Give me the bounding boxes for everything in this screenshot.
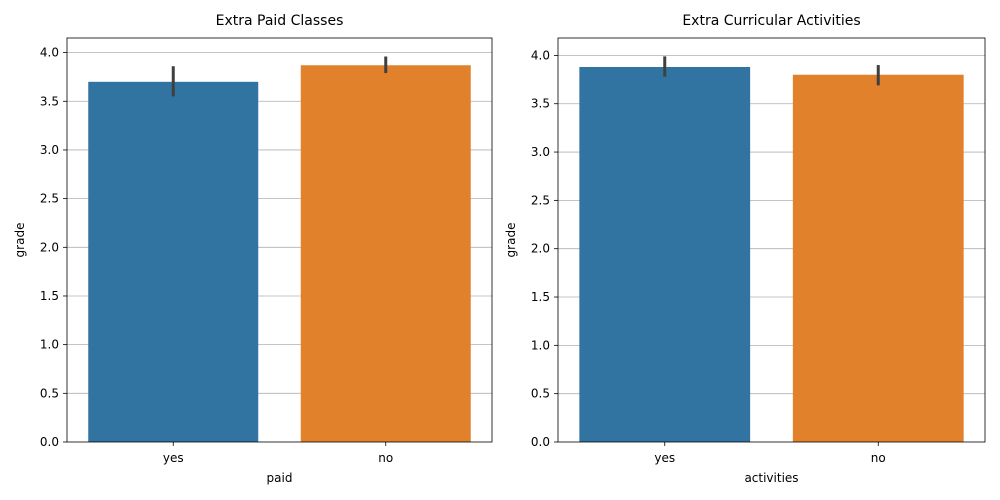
y-tick-label: 4.0 [40, 46, 59, 60]
y-tick-label: 2.5 [40, 192, 59, 206]
y-tick-label: 1.5 [40, 289, 59, 303]
axes-frame [66, 37, 493, 443]
bars-group: 0.0 0.5 1.0 1.5 2.0 2.5 3.0 3.5 4.0 yes no [531, 37, 986, 465]
bar-no [300, 65, 471, 443]
bars-group: 0.0 0.5 1.0 1.5 2.0 2.5 3.0 3.5 4.0 yes no [40, 37, 493, 465]
x-tick-label: yes [163, 451, 184, 465]
y-tick-label: 1.0 [531, 338, 550, 352]
chart-title: Extra Curricular Activities [682, 13, 860, 29]
y-tick-label: 3.0 [531, 145, 550, 159]
chart-extra-curricular-activities: Extra Curricular Activities activities g… [504, 13, 986, 485]
x-tick-label: yes [654, 451, 675, 465]
x-axis-label: activities [744, 471, 798, 485]
y-tick-label: 2.0 [531, 242, 550, 256]
y-tick-label: 3.5 [531, 97, 550, 111]
y-axis-label: grade [504, 223, 518, 258]
chart-title: Extra Paid Classes [216, 13, 344, 29]
y-tick-label: 0.5 [531, 387, 550, 401]
y-tick-label: 0.5 [40, 386, 59, 400]
y-tick-label: 1.0 [40, 338, 59, 352]
chart-extra-paid-classes: Extra Paid Classes paid grade 0.0 0.5 1.0 1… [13, 13, 493, 485]
bar-yes [579, 66, 751, 443]
y-tick-label: 3.0 [40, 143, 59, 157]
x-axis-label: paid [267, 471, 293, 485]
bar-yes [88, 81, 259, 443]
y-tick-label: 2.0 [40, 240, 59, 254]
x-tick-label: no [378, 451, 393, 465]
y-tick-label: 1.5 [531, 290, 550, 304]
y-axis-label: grade [13, 223, 27, 258]
axes-frame [557, 37, 986, 443]
y-tick-label: 3.5 [40, 94, 59, 108]
x-tick-label: no [871, 451, 886, 465]
y-tick-label: 4.0 [531, 48, 550, 62]
y-tick-label: 0.0 [40, 435, 59, 449]
y-tick-label: 0.0 [531, 435, 550, 449]
y-tick-label: 2.5 [531, 193, 550, 207]
bar-no [792, 74, 964, 443]
